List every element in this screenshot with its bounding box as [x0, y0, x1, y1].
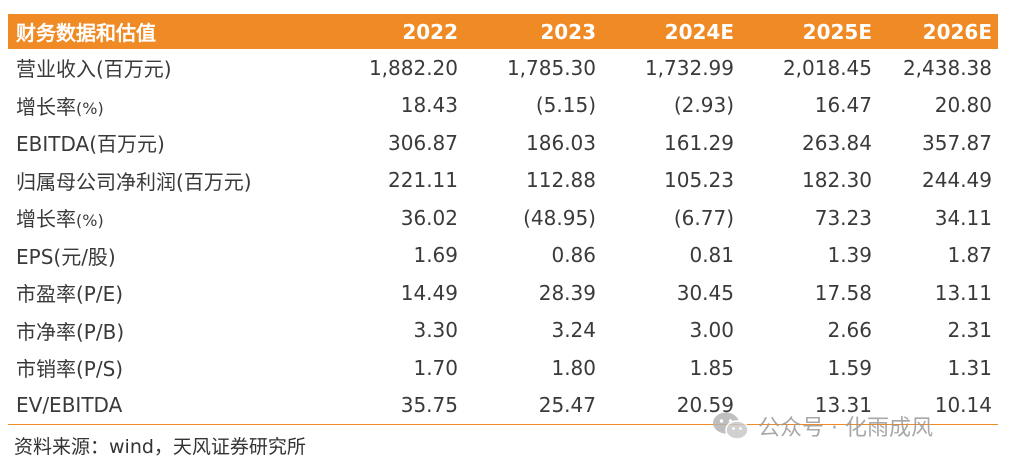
cell-value: 36.02 — [400, 205, 458, 230]
cell-value: 20.59 — [602, 386, 740, 425]
cell-value: 1.85 — [689, 355, 734, 380]
cell-value: 18.43 — [400, 93, 458, 118]
header-year: 2026E — [922, 19, 992, 44]
cell-value: 306.87 — [388, 130, 458, 155]
row-label: 市净率(P/B) — [8, 312, 326, 350]
table-row: 增长率(%) 36.02 (48.95) (6.77) 73.23 34.11 — [8, 199, 998, 237]
row-label-text: 市净率(P/B) — [16, 319, 125, 344]
row-label: 归属母公司净利润(百万元) — [8, 162, 326, 200]
row-label: 增长率(%) — [8, 87, 326, 125]
cell-value: 161.29 — [664, 130, 734, 155]
table-row: EV/EBITDA 35.75 25.47 20.59 13.31 10.14 — [8, 386, 998, 425]
table-row: 市销率(P/S) 1.70 1.80 1.85 1.59 1.31 — [8, 349, 998, 387]
cell-value: 105.23 — [664, 168, 734, 193]
row-label-text: 增长率 — [16, 207, 76, 232]
cell-value: 1,785.30 — [506, 55, 596, 80]
cell-value: 1.80 — [551, 355, 596, 380]
row-label: 市销率(P/S) — [8, 349, 326, 387]
cell-value: 13.31 — [740, 386, 878, 425]
row-label-text: 归属母公司净利润(百万元) — [16, 169, 252, 194]
cell-value: 1,732.99 — [644, 55, 734, 80]
cell-value: 0.86 — [551, 243, 596, 268]
cell-value: 3.00 — [689, 318, 734, 343]
cell-value: (48.95) — [523, 205, 596, 230]
row-label: EBITDA(百万元) — [8, 124, 326, 162]
cell-value: 221.11 — [388, 168, 458, 193]
row-label: 增长率(%) — [8, 199, 326, 237]
table-row: EPS(元/股) 1.69 0.86 0.81 1.39 1.87 — [8, 237, 998, 275]
cell-value: 0.81 — [689, 243, 734, 268]
cell-value: 13.11 — [934, 280, 992, 305]
cell-value: 28.39 — [538, 280, 596, 305]
cell-value: (5.15) — [535, 93, 596, 118]
cell-value: 25.47 — [464, 386, 602, 425]
cell-value: (6.77) — [673, 205, 734, 230]
financial-table-container: 财务数据和估值 2022 2023 2024E 2025E 2026E 营业收入… — [8, 14, 998, 425]
cell-value: 1.87 — [947, 243, 992, 268]
row-label-text: 营业收入(百万元) — [16, 57, 172, 82]
cell-value: (2.93) — [673, 93, 734, 118]
table-row: 增长率(%) 18.43 (5.15) (2.93) 16.47 20.80 — [8, 87, 998, 125]
cell-value: 2,438.38 — [902, 55, 992, 80]
cell-value: 2.66 — [827, 318, 872, 343]
source-note: 资料来源：wind，天风证券研究所 — [14, 436, 306, 458]
row-label-text: EV/EBITDA — [16, 393, 123, 418]
watermark: 公众号 · 化雨成风 — [712, 410, 933, 442]
table-row: 市净率(P/B) 3.30 3.24 3.00 2.66 2.31 — [8, 312, 998, 350]
cell-value: 182.30 — [802, 168, 872, 193]
table-body: 营业收入(百万元) 1,882.20 1,785.30 1,732.99 2,018.4… — [8, 49, 998, 425]
cell-value: 1,882.20 — [368, 55, 458, 80]
row-label: EPS(元/股) — [8, 237, 326, 275]
header-year: 2025E — [802, 19, 872, 44]
cell-value: 1.39 — [827, 243, 872, 268]
header-year: 2024E — [664, 19, 734, 44]
wechat-icon — [713, 412, 749, 440]
cell-value: 14.49 — [400, 280, 458, 305]
row-label-text: EPS(元/股) — [16, 244, 116, 269]
header-label: 财务数据和估值 — [16, 21, 156, 45]
cell-value: 1.31 — [947, 355, 992, 380]
header-year: 2022 — [402, 19, 458, 44]
cell-value: 10.14 — [878, 386, 998, 425]
table-row: 营业收入(百万元) 1,882.20 1,785.30 1,732.99 2,018.4… — [8, 49, 998, 87]
cell-value: 263.84 — [802, 130, 872, 155]
header-year: 2023 — [540, 19, 596, 44]
cell-value: 34.11 — [934, 205, 992, 230]
cell-value: 73.23 — [814, 205, 872, 230]
cell-value: 244.49 — [922, 168, 992, 193]
cell-value: 186.03 — [526, 130, 596, 155]
row-label-unit: (%) — [76, 98, 104, 118]
watermark-text: 公众号 · 化雨成风 — [758, 416, 933, 441]
row-label-text: 增长率 — [16, 94, 76, 119]
table-row: EBITDA(百万元) 306.87 186.03 161.29 263.84 357.8… — [8, 124, 998, 162]
table-row: 市盈率(P/E) 14.49 28.39 30.45 17.58 13.11 — [8, 274, 998, 312]
row-label-text: EBITDA(百万元) — [16, 132, 165, 157]
cell-value: 1.70 — [413, 355, 458, 380]
cell-value: 30.45 — [676, 280, 734, 305]
cell-value: 357.87 — [922, 130, 992, 155]
row-label: EV/EBITDA — [8, 386, 326, 425]
cell-value: 20.80 — [934, 93, 992, 118]
cell-value: 2,018.45 — [782, 55, 872, 80]
table-row: 归属母公司净利润(百万元) 221.11 112.88 105.23 182.30 244… — [8, 162, 998, 200]
row-label-text: 市盈率(P/E) — [16, 282, 124, 307]
table-header-row: 财务数据和估值 2022 2023 2024E 2025E 2026E — [8, 14, 998, 49]
cell-value: 112.88 — [526, 168, 596, 193]
row-label: 营业收入(百万元) — [8, 49, 326, 87]
cell-value: 2.31 — [947, 318, 992, 343]
cell-value: 35.75 — [326, 386, 464, 425]
row-label-text: 市销率(P/S) — [16, 357, 124, 382]
cell-value: 17.58 — [814, 280, 872, 305]
cell-value: 3.30 — [413, 318, 458, 343]
cell-value: 16.47 — [814, 93, 872, 118]
financial-table: 财务数据和估值 2022 2023 2024E 2025E 2026E 营业收入… — [8, 14, 998, 425]
row-label-unit: (%) — [76, 211, 104, 231]
cell-value: 1.59 — [827, 355, 872, 380]
cell-value: 1.69 — [413, 243, 458, 268]
row-label: 市盈率(P/E) — [8, 274, 326, 312]
cell-value: 3.24 — [551, 318, 596, 343]
